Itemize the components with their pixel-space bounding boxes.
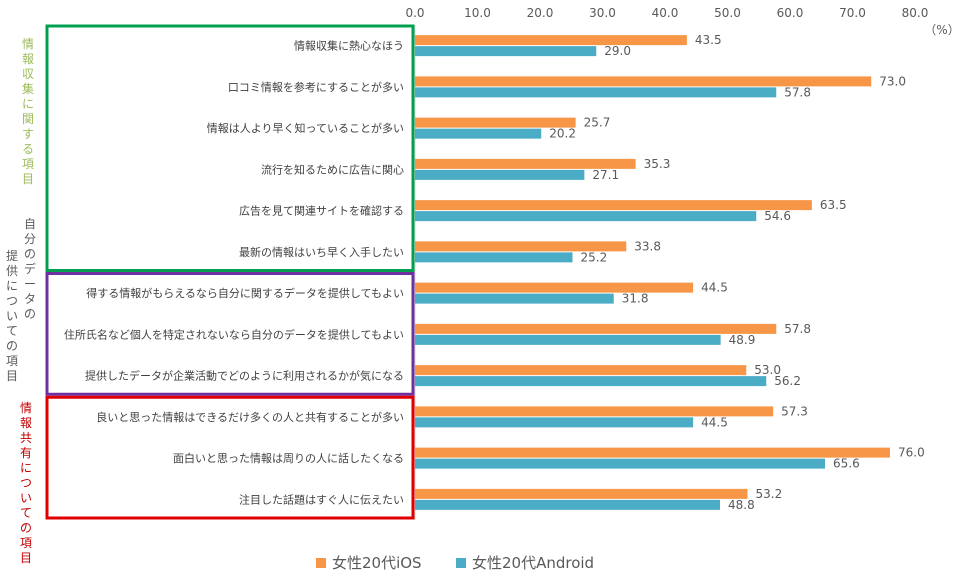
bar-android <box>415 87 777 98</box>
legend-label-ios: 女性20代iOS <box>332 554 422 572</box>
x-tick-label: 70.0 <box>839 6 866 20</box>
data-label-ios: 33.8 <box>634 239 661 253</box>
bar-ios <box>415 488 748 499</box>
category-label: 広告を見て関連サイトを確認する <box>239 204 404 218</box>
category-label: 流行を知るために広告に関心 <box>261 162 404 176</box>
data-label-ios: 53.0 <box>754 363 781 377</box>
bar-android <box>415 169 585 180</box>
category-label: 提供したデータが企業活動でどのように利用されるかが気になる <box>85 369 404 383</box>
bar-ios <box>415 241 627 252</box>
data-label-android: 57.8 <box>784 85 811 99</box>
category-label: 情報は人より早く知っていることが多い <box>207 121 404 135</box>
x-tick-label: 60.0 <box>777 6 804 20</box>
data-label-android: 25.2 <box>581 250 608 264</box>
legend-label-android: 女性20代Android <box>472 554 594 572</box>
category-label: 面白いと思った情報は周りの人に話したくなる <box>173 451 404 465</box>
data-label-ios: 43.5 <box>695 33 722 47</box>
data-label-android: 27.1 <box>592 168 619 182</box>
data-label-ios: 57.3 <box>781 404 808 418</box>
bar-android <box>415 46 597 57</box>
category-label: 良いと思った情報はできるだけ多くの人と共有することが多い <box>96 410 404 424</box>
bar-ios <box>415 76 872 87</box>
x-tick-label: 50.0 <box>714 6 741 20</box>
group-box <box>45 272 415 396</box>
data-label-android: 44.5 <box>701 415 728 429</box>
bar-ios <box>415 200 812 211</box>
data-label-ios: 76.0 <box>898 446 925 460</box>
legend-swatch-android <box>456 558 466 568</box>
bar-ios <box>415 365 747 376</box>
data-label-ios: 25.7 <box>584 116 611 130</box>
unit-label: （%） <box>924 23 959 37</box>
bar-android <box>415 293 614 304</box>
group-box <box>45 395 415 520</box>
data-label-android: 29.0 <box>604 44 631 58</box>
bar-ios <box>415 282 694 293</box>
data-label-ios: 57.8 <box>784 322 811 336</box>
x-tick-label: 40.0 <box>652 6 679 20</box>
bar-ios <box>415 406 774 417</box>
category-label: 注目した話題はすぐ人に伝えたい <box>239 492 404 506</box>
group-label-info-sharing: 情報共有についての項目 <box>20 401 32 565</box>
bar-android <box>415 499 720 510</box>
x-tick-label: 10.0 <box>464 6 491 20</box>
data-label-android: 56.2 <box>774 374 801 388</box>
data-label-android: 20.2 <box>549 127 576 141</box>
data-label-android: 48.9 <box>729 333 756 347</box>
bar-android <box>415 211 757 222</box>
bar-ios <box>415 117 576 128</box>
bar-ios <box>415 35 687 46</box>
category-label: 口コミ情報を参考にすることが多い <box>228 80 404 94</box>
category-label: 情報収集に熱心なほう <box>294 39 404 53</box>
category-label: 住所氏名など個人を特定されないなら自分のデータを提供してもよい <box>64 327 404 341</box>
data-label-android: 31.8 <box>622 292 649 306</box>
bar-android <box>415 334 721 345</box>
bar-android <box>415 376 767 387</box>
bar-android <box>415 417 694 428</box>
x-tick-label: 30.0 <box>589 6 616 20</box>
bar-android <box>415 128 542 139</box>
data-label-android: 54.6 <box>764 209 791 223</box>
category-label: 最新の情報はいち早く入手したい <box>239 245 404 259</box>
x-tick-label: 0.0 <box>405 6 424 20</box>
bar-ios <box>415 158 636 169</box>
data-label-ios: 53.2 <box>756 487 783 501</box>
data-label-android: 65.6 <box>833 457 860 471</box>
data-label-ios: 63.5 <box>820 198 847 212</box>
x-tick-label: 20.0 <box>527 6 554 20</box>
group-label-data-provision: 自分のデータの提供についての項目 <box>6 217 36 383</box>
data-label-ios: 73.0 <box>879 74 906 88</box>
category-label: 得する情報がもらえるなら自分に関するデータを提供してもよい <box>86 286 404 300</box>
data-label-ios: 44.5 <box>701 281 728 295</box>
bar-android <box>415 458 825 469</box>
bar-ios <box>415 447 890 458</box>
bar-ios <box>415 323 777 334</box>
legend-swatch-ios <box>316 558 326 568</box>
group-label-info-gathering: 情報収集に関する項目 <box>22 37 34 186</box>
bar-android <box>415 252 573 263</box>
data-label-android: 48.8 <box>728 498 755 512</box>
data-label-ios: 35.3 <box>644 157 671 171</box>
group-box <box>45 24 415 272</box>
x-tick-label: 80.0 <box>902 6 929 20</box>
